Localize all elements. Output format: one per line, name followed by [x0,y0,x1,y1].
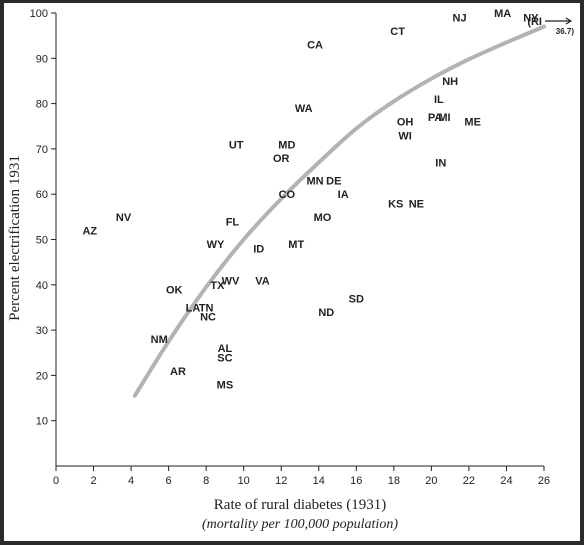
fit-curve [132,24,546,398]
x-tick-label: 8 [203,475,209,487]
point-id: ID [253,244,264,256]
point-ca: CA [307,40,323,52]
point-va: VA [255,275,270,287]
y-tick-label: 80 [36,99,48,111]
axes: 0 2 4 6 8 10 12 14 16 18 20 22 24 2610203040506070809… [30,8,550,487]
point-ok: OK [166,284,183,296]
point-sc: SC [217,352,232,364]
y-tick-label: 70 [36,144,48,156]
point-wv: WV [222,275,240,287]
ri-outlier-arrow [545,17,573,25]
ri-outlier-label: (RI [527,16,542,28]
x-tick-label: 24 [500,475,512,487]
y-tick-label: 10 [36,416,48,428]
point-sd: SD [349,293,364,305]
point-ne: NE [409,198,424,210]
point-mn: MN [306,176,323,188]
point-mo: MO [314,212,332,224]
point-me: ME [464,117,481,129]
point-wa: WA [295,103,313,115]
point-in: IN [435,157,446,169]
point-md: MD [278,139,295,151]
x-tick-label: 6 [166,475,172,487]
y-tick-label: 60 [36,189,48,201]
ri-outlier-annotation: (RI 36.7) [527,16,574,36]
point-co: CO [279,189,296,201]
y-tick-label: 100 [30,8,48,20]
x-tick-label: 20 [425,475,437,487]
point-nm: NM [151,334,168,346]
y-tick-label: 90 [36,53,48,65]
point-oh: OH [397,117,414,129]
point-al: AL [218,343,233,355]
point-la: LA [186,302,201,314]
y-tick-label: 30 [36,325,48,337]
x-axis-subtitle: (mortality per 100,000 population) [202,517,398,532]
x-tick-label: 18 [388,475,400,487]
point-nj: NJ [453,13,467,25]
point-ny: NY [523,13,539,25]
point-wy: WY [207,239,225,251]
point-ar: AR [170,366,186,378]
x-tick-label: 0 [53,475,59,487]
point-il: IL [434,94,444,106]
point-nd: ND [318,307,334,319]
y-tick-label: 40 [36,280,48,292]
point-nv: NV [116,212,132,224]
point-pa: PA [428,112,443,124]
point-wi: WI [398,130,411,142]
scatter-chart: 0 2 4 6 8 10 12 14 16 18 20 22 24 2610203040506070809… [7,8,574,532]
y-tick-label: 20 [36,370,48,382]
x-tick-label: 16 [350,475,362,487]
point-nc: NC [200,312,216,324]
point-ia: IA [338,189,349,201]
point-az: AZ [82,225,97,237]
point-tn: TN [199,302,214,314]
x-axis-title: Rate of rural diabetes (1931) [214,497,386,513]
point-mi: MI [438,112,450,124]
y-tick-label: 50 [36,235,48,247]
point-ks: KS [388,198,403,210]
point-de: DE [326,176,341,188]
point-ms: MS [217,379,234,391]
ri-outlier-value: 36.7) [556,27,575,36]
x-tick-label: 2 [90,475,96,487]
x-tick-label: 10 [238,475,250,487]
x-tick-label: 26 [538,475,550,487]
point-ct: CT [390,26,405,38]
point-ma: MA [494,8,511,20]
x-tick-label: 12 [275,475,287,487]
point-nh: NH [442,76,458,88]
y-axis-title: Percent electrification 1931 [7,155,23,321]
chart-panel: 0 2 4 6 8 10 12 14 16 18 20 22 24 26 10 20 30 40 50 60 70 80 9… [4,3,580,541]
point-or: OR [273,153,290,165]
point-tx: TX [210,280,225,292]
x-tick-label: 22 [463,475,475,487]
x-tick-label: 4 [128,475,134,487]
point-fl: FL [226,216,240,228]
point-ut: UT [229,139,244,151]
x-tick-label: 14 [313,475,325,487]
point-mt: MT [288,239,304,251]
